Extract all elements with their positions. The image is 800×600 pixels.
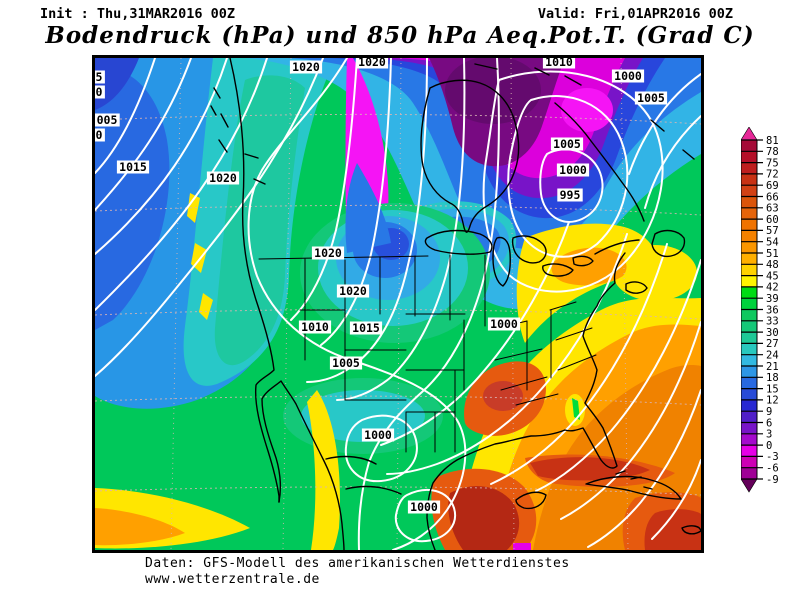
- svg-text:39: 39: [766, 293, 779, 305]
- svg-text:6: 6: [766, 417, 772, 429]
- svg-text:69: 69: [766, 180, 779, 192]
- svg-text:42: 42: [766, 282, 779, 294]
- svg-text:9: 9: [766, 406, 772, 418]
- svg-text:30: 30: [766, 327, 779, 339]
- svg-text:66: 66: [766, 191, 779, 203]
- svg-text:1000: 1000: [614, 69, 642, 83]
- svg-text:1020: 1020: [314, 246, 342, 260]
- svg-text:0: 0: [96, 85, 103, 99]
- website-caption: www.wetterzentrale.de: [145, 572, 320, 587]
- svg-text:1000: 1000: [559, 163, 587, 177]
- svg-text:1015: 1015: [119, 160, 147, 174]
- svg-text:-3: -3: [766, 451, 779, 463]
- svg-text:1020: 1020: [358, 58, 386, 69]
- svg-text:1010: 1010: [301, 320, 329, 334]
- svg-text:72: 72: [766, 169, 779, 181]
- svg-text:1005: 1005: [553, 137, 581, 151]
- coastlines-and-borders: [210, 58, 701, 550]
- svg-text:1000: 1000: [490, 317, 518, 331]
- temperature-field-regions: [95, 58, 701, 550]
- svg-text:78: 78: [766, 146, 779, 158]
- svg-text:-6: -6: [766, 463, 779, 475]
- svg-text:5: 5: [96, 70, 103, 84]
- svg-text:995: 995: [560, 188, 581, 202]
- svg-text:27: 27: [766, 338, 779, 350]
- svg-text:1020: 1020: [339, 284, 367, 298]
- valid-time-label: Valid: Fri,01APR2016 00Z: [537, 6, 733, 22]
- svg-text:54: 54: [766, 237, 779, 249]
- svg-text:0: 0: [96, 128, 103, 142]
- svg-text:1005: 1005: [637, 91, 665, 105]
- temperature-colorbar: 81 78 75 72 69 66 63 60 57 54 51 48 45 42 39 36 33 30 27 24…: [740, 126, 799, 495]
- data-source-caption: Daten: GFS-Modell des amerikanischen Wet…: [145, 556, 570, 571]
- svg-text:81: 81: [766, 135, 779, 147]
- svg-text:0: 0: [766, 440, 772, 452]
- svg-text:1015: 1015: [352, 321, 380, 335]
- svg-text:21: 21: [766, 361, 779, 373]
- chart-title: Bodendruck (hPa) und 850 hPa Aeq.Pot.T. …: [45, 22, 755, 49]
- weather-map: 5 0 005 0 1015 1020 1020 1020 1010 1000 1005 1005 10…: [92, 55, 704, 553]
- svg-text:60: 60: [766, 214, 779, 226]
- colorbar-scale: 8178757269666360575451484542393633302724…: [740, 126, 779, 493]
- svg-text:48: 48: [766, 259, 779, 271]
- svg-text:33: 33: [766, 316, 779, 328]
- svg-text:-9: -9: [766, 474, 779, 486]
- svg-text:75: 75: [766, 157, 779, 169]
- svg-text:18: 18: [766, 372, 779, 384]
- svg-text:15: 15: [766, 383, 779, 395]
- svg-text:63: 63: [766, 203, 779, 215]
- svg-text:3: 3: [766, 429, 772, 441]
- svg-text:005: 005: [97, 113, 118, 127]
- svg-text:36: 36: [766, 304, 779, 316]
- svg-text:1020: 1020: [292, 60, 320, 74]
- svg-text:1020: 1020: [209, 171, 237, 185]
- init-time-label: Init : Thu,31MAR2016 00Z: [40, 6, 236, 22]
- svg-text:24: 24: [766, 350, 779, 362]
- svg-text:1010: 1010: [545, 58, 573, 69]
- svg-text:1000: 1000: [364, 428, 392, 442]
- svg-text:1000: 1000: [410, 500, 438, 514]
- svg-text:51: 51: [766, 248, 779, 260]
- svg-text:45: 45: [766, 270, 779, 282]
- graticule-gridlines: [95, 58, 701, 550]
- svg-text:1005: 1005: [332, 356, 360, 370]
- svg-text:12: 12: [766, 395, 779, 407]
- svg-text:57: 57: [766, 225, 779, 237]
